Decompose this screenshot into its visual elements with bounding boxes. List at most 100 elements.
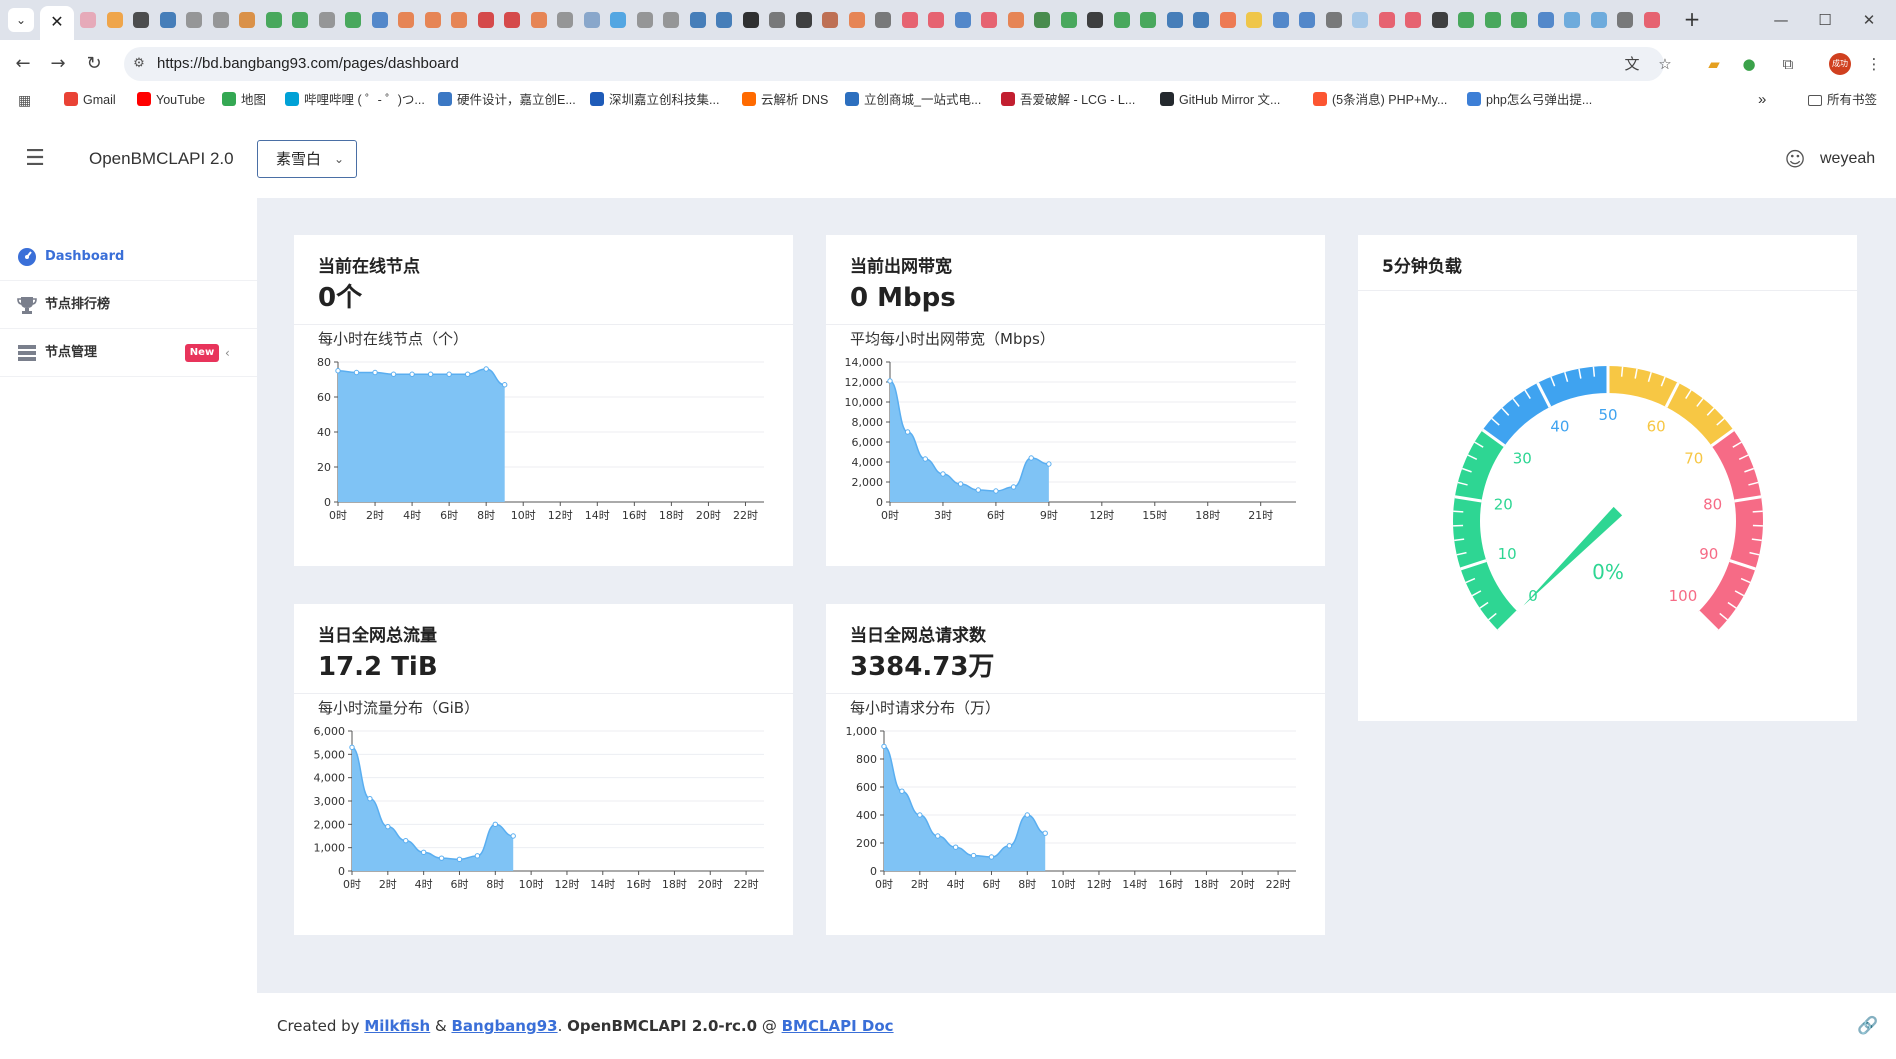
browser-menu-icon[interactable]: ⋮ [1866, 55, 1882, 73]
tab-favicon-icon[interactable] [1087, 12, 1103, 28]
tab-favicon-icon[interactable] [769, 12, 785, 28]
tab-favicon-icon[interactable] [133, 12, 149, 28]
tab-favicon-icon[interactable] [1643, 12, 1660, 28]
extensions-puzzle-icon[interactable]: ⧉ [1782, 55, 1794, 73]
all-bookmarks-folder[interactable]: 所有书签 [1808, 90, 1877, 110]
sidebar-item-ranking[interactable]: 节点排行榜 [0, 281, 257, 329]
tab-favicon-icon[interactable] [159, 12, 176, 28]
tab-favicon-icon[interactable] [1272, 12, 1289, 28]
tab-favicon-icon[interactable] [954, 12, 971, 28]
user-name[interactable]: weyeah [1820, 150, 1876, 167]
reload-icon[interactable]: ↻ [86, 53, 102, 74]
tab-favicon-icon[interactable] [371, 12, 388, 28]
address-bar[interactable] [124, 47, 1664, 81]
tab-favicon-icon[interactable] [795, 12, 812, 28]
tab-favicon-icon[interactable] [212, 12, 229, 28]
tab-favicon-icon[interactable] [636, 12, 653, 28]
tab-favicon-icon[interactable] [1378, 12, 1395, 28]
tab-favicon-icon[interactable] [1590, 12, 1607, 28]
tab-favicon-icon[interactable] [928, 12, 944, 28]
forward-arrow-icon[interactable]: → [50, 53, 66, 74]
apps-grid-icon[interactable]: ▦ [18, 92, 32, 108]
tab-favicon-icon[interactable] [742, 12, 759, 28]
bookmark-item[interactable]: 硬件设计，嘉立创E... [438, 90, 576, 110]
theme-select[interactable]: 素雪白 ⌄ [257, 140, 357, 178]
sidebar-item-node-management[interactable]: 节点管理 New ‹ [0, 329, 257, 377]
tab-favicon-icon[interactable] [1564, 12, 1580, 28]
tab-list-button[interactable]: ⌄ [8, 8, 34, 32]
author-link-milkfish[interactable]: Milkfish [364, 1017, 431, 1035]
tab-favicon-icon[interactable] [1007, 12, 1024, 28]
extension-leaf-icon[interactable]: ● [1742, 55, 1756, 73]
tab-favicon-icon[interactable] [1617, 12, 1633, 28]
bookmark-item[interactable]: Gmail [64, 90, 116, 110]
tab-favicon-icon[interactable] [106, 12, 123, 28]
bookmark-item[interactable]: 深圳嘉立创科技集... [590, 90, 719, 110]
site-info-icon[interactable]: ⚙ [133, 56, 145, 71]
tab-favicon-icon[interactable] [265, 12, 282, 28]
tab-favicon-icon[interactable] [1537, 12, 1554, 28]
hamburger-menu-icon[interactable]: ☰ [25, 146, 45, 171]
bookmark-star-icon[interactable]: ☆ [1658, 55, 1672, 73]
bookmark-item[interactable]: 吾爱破解 - LCG - L... [1001, 90, 1135, 110]
tab-favicon-icon[interactable] [1034, 12, 1050, 28]
tab-favicon-icon[interactable] [1166, 12, 1183, 28]
tab-favicon-icon[interactable] [822, 12, 838, 28]
tab-favicon-icon[interactable] [1405, 12, 1421, 28]
tab-favicon-icon[interactable] [1060, 12, 1077, 28]
bookmark-item[interactable]: 立创商城_一站式电... [845, 90, 981, 110]
url-text[interactable]: https://bd.bangbang93.com/pages/dashboar… [157, 55, 459, 72]
tab-favicon-icon[interactable] [663, 12, 679, 28]
user-avatar-icon[interactable]: ☺ [1784, 147, 1806, 171]
tab-favicon-icon[interactable] [1299, 12, 1315, 28]
tab-favicon-icon[interactable] [716, 12, 732, 28]
tab-favicon-icon[interactable] [424, 12, 441, 28]
close-window-icon[interactable]: ✕ [1862, 11, 1876, 29]
doc-link[interactable]: BMCLAPI Doc [781, 1017, 894, 1035]
bookmark-item[interactable]: 地图 [222, 90, 266, 110]
tab-favicon-icon[interactable] [239, 12, 255, 28]
active-tab-close-icon[interactable]: ✕ [40, 6, 74, 40]
tab-favicon-icon[interactable] [689, 12, 706, 28]
tab-favicon-icon[interactable] [292, 12, 308, 28]
tab-favicon-icon[interactable] [318, 12, 335, 28]
tab-favicon-icon[interactable] [583, 12, 600, 28]
bookmark-item[interactable]: php怎么弓弹出提... [1467, 90, 1592, 110]
tab-favicon-icon[interactable] [1219, 12, 1236, 28]
tab-favicon-icon[interactable] [1431, 12, 1448, 28]
extension-folder-icon[interactable]: ▰ [1708, 55, 1720, 73]
new-tab-button[interactable]: + [1683, 7, 1701, 31]
tab-favicon-icon[interactable] [1113, 12, 1130, 28]
tab-favicon-icon[interactable] [186, 12, 202, 28]
tab-favicon-icon[interactable] [875, 12, 891, 28]
chevron-left-icon[interactable]: ‹ [225, 346, 230, 360]
maximize-window-icon[interactable]: ☐ [1818, 11, 1832, 29]
bookmark-item[interactable]: GitHub Mirror 文... [1160, 90, 1280, 110]
tab-favicon-icon[interactable] [398, 12, 414, 28]
tab-favicon-icon[interactable] [530, 12, 547, 28]
tab-favicon-icon[interactable] [477, 12, 494, 28]
link-icon[interactable]: 🔗 [1857, 1016, 1879, 1036]
bookmark-item[interactable]: YouTube [137, 90, 205, 110]
tab-favicon-icon[interactable] [345, 12, 361, 28]
back-arrow-icon[interactable]: ← [15, 53, 31, 74]
tab-favicon-icon[interactable] [1193, 12, 1209, 28]
tab-favicon-icon[interactable] [1458, 12, 1474, 28]
tab-favicon-icon[interactable] [1140, 12, 1156, 28]
translate-icon[interactable]: 文 [1624, 55, 1640, 73]
tab-favicon-icon[interactable] [848, 12, 865, 28]
bookmark-item[interactable]: 云解析 DNS [742, 90, 828, 110]
tab-favicon-icon[interactable] [1325, 12, 1342, 28]
tab-favicon-icon[interactable] [901, 12, 918, 28]
author-link-bangbang93[interactable]: Bangbang93 [451, 1017, 558, 1035]
tab-favicon-icon[interactable] [80, 12, 96, 28]
minimize-window-icon[interactable]: — [1773, 11, 1789, 29]
tab-favicon-icon[interactable] [1352, 12, 1368, 28]
tab-favicon-icon[interactable] [981, 12, 997, 28]
tab-favicon-icon[interactable] [610, 12, 626, 28]
tab-favicon-icon[interactable] [1246, 12, 1262, 28]
tab-favicon-icon[interactable] [1484, 12, 1501, 28]
tab-favicon-icon[interactable] [1511, 12, 1527, 28]
tab-favicon-icon[interactable] [451, 12, 467, 28]
tab-favicon-icon[interactable] [557, 12, 573, 28]
